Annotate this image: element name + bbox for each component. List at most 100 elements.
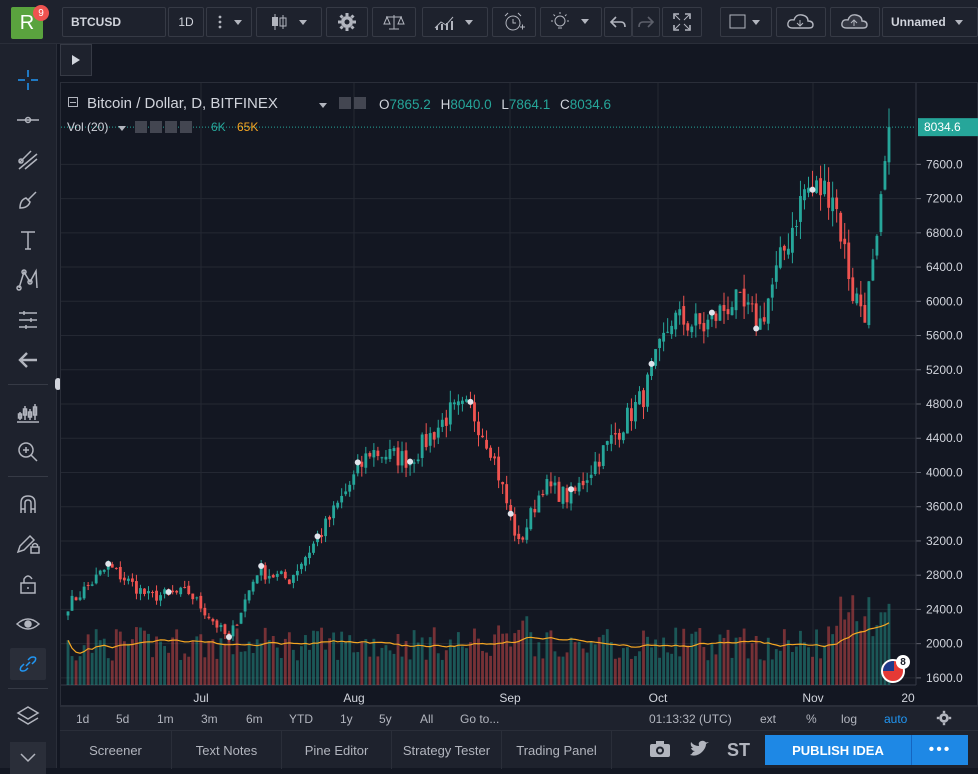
layout-select-icon[interactable] [720, 7, 772, 37]
interval-button[interactable]: 1D [168, 7, 204, 37]
candle-body [782, 245, 786, 251]
chart-settings-gear-icon[interactable] [936, 710, 952, 729]
symbol-legend-title[interactable]: Bitcoin / Dollar, D, BITFINEX [87, 95, 278, 112]
object-tree-icon[interactable] [10, 396, 46, 428]
lock-drawing-pencil-icon[interactable] [10, 528, 46, 560]
layout-name-button[interactable]: Unnamed [882, 7, 978, 37]
zoom-in-icon[interactable] [10, 436, 46, 468]
text-tool-icon[interactable] [10, 224, 46, 256]
candle-body [561, 486, 565, 504]
tab-pine-editor[interactable]: Pine Editor [282, 731, 392, 769]
link-icon[interactable] [10, 648, 46, 680]
candle-body [114, 567, 118, 569]
economic-events-icon[interactable] [881, 659, 905, 683]
volume-bar [380, 647, 384, 685]
volume-bar [601, 634, 605, 685]
volume-bar [670, 653, 674, 685]
range-5y[interactable]: 5y [379, 712, 392, 726]
percent-scale-toggle[interactable]: % [806, 712, 817, 726]
candles-icon[interactable] [256, 7, 322, 37]
lock-icon[interactable] [10, 568, 46, 600]
notification-badge[interactable]: 9 [33, 5, 49, 21]
range-ytd[interactable]: YTD [289, 712, 313, 726]
chart-pane[interactable]: 7600.0 7200.0 6800.0 6400.0 6000.0 5600.0 5200… [60, 82, 978, 706]
price-chart[interactable]: 7600.0 7200.0 6800.0 6400.0 6000.0 5600.0 5200… [61, 83, 978, 707]
fullscreen-icon[interactable] [662, 7, 702, 37]
toolbar-divider [8, 476, 48, 477]
volume-bar [758, 659, 762, 685]
candle-body [621, 432, 625, 441]
trend-line-icon[interactable] [10, 104, 46, 136]
redo-icon[interactable] [632, 7, 660, 37]
range-3m[interactable]: 3m [201, 712, 218, 726]
magnet-icon[interactable] [10, 488, 46, 520]
collapse-handle-icon[interactable] [55, 378, 61, 390]
back-arrow-icon[interactable] [10, 344, 46, 376]
log-scale-toggle[interactable]: log [841, 712, 858, 726]
symbol-search-input[interactable]: BTCUSD [62, 7, 166, 37]
candle-body [859, 294, 863, 307]
candle-body [90, 584, 94, 586]
volume-bar [537, 642, 541, 685]
range-5d[interactable]: 5d [116, 712, 130, 726]
cloud-save-icon[interactable] [830, 7, 880, 37]
volume-bar [485, 652, 488, 685]
volume-legend-title[interactable]: Vol (20) [67, 120, 109, 134]
interval-dropdown-icon[interactable] [206, 7, 252, 37]
range-6m[interactable]: 6m [246, 712, 263, 726]
volume-bar [135, 627, 138, 685]
volume-legend-icons[interactable] [135, 121, 205, 133]
candle-body [517, 533, 521, 540]
candle-body [300, 563, 303, 570]
twitter-icon[interactable] [688, 739, 712, 764]
collapse-legend-icon[interactable] [68, 97, 78, 107]
camera-icon[interactable] [648, 739, 672, 764]
brush-icon[interactable] [10, 184, 46, 216]
auto-scale-toggle[interactable]: auto [884, 712, 908, 726]
stocktwits-label[interactable]: ST [727, 740, 751, 760]
tab-trading-panel[interactable]: Trading Panel [502, 731, 612, 769]
compare-scales-icon[interactable] [372, 7, 416, 37]
volume-bar [774, 649, 778, 685]
legend-visibility-icons[interactable] [339, 97, 369, 109]
range-1d[interactable]: 1d [76, 712, 90, 726]
expand-widget-button[interactable] [60, 44, 92, 76]
tab-text-notes[interactable]: Text Notes [172, 731, 282, 769]
volume-bar [251, 652, 255, 685]
candle-body [243, 599, 247, 612]
extended-hours-toggle[interactable]: ext [760, 712, 777, 726]
volume-bar [786, 640, 790, 685]
settings-gear-icon[interactable] [326, 7, 368, 37]
range-all[interactable]: All [420, 712, 434, 726]
pattern-icon[interactable] [10, 264, 46, 296]
volume-chevron-down-icon[interactable] [118, 126, 126, 131]
goto-date-button[interactable]: Go to... [460, 712, 500, 726]
volume-bar [803, 642, 806, 685]
price-tick-label: 7200.0 [926, 192, 963, 206]
measure-icon[interactable] [10, 304, 46, 336]
legend-chevron-down-icon[interactable] [319, 103, 327, 108]
range-1m[interactable]: 1m [157, 712, 174, 726]
tab-strategy-tester[interactable]: Strategy Tester [392, 731, 502, 769]
volume-bar [304, 635, 307, 685]
tab-screener[interactable]: Screener [60, 731, 172, 769]
pitchfork-icon[interactable] [10, 144, 46, 176]
eye-icon[interactable] [10, 608, 46, 640]
volume-bar [790, 652, 794, 685]
collapse-toolbar-icon[interactable] [10, 742, 46, 774]
volume-bar [795, 646, 798, 685]
volume-bar [316, 631, 319, 685]
range-1y[interactable]: 1y [340, 712, 353, 726]
indicators-icon[interactable] [422, 7, 488, 37]
publish-idea-button[interactable]: PUBLISH IDEA [765, 735, 911, 765]
crosshair-icon[interactable] [10, 64, 46, 96]
cloud-load-icon[interactable] [776, 7, 826, 37]
undo-icon[interactable] [604, 7, 632, 37]
replay-bulb-icon[interactable] [540, 7, 602, 37]
utc-clock[interactable]: 01:13:32 (UTC) [649, 712, 732, 726]
alert-clock-icon[interactable] [492, 7, 536, 37]
candle-body [74, 597, 78, 601]
more-options-button[interactable]: ••• [911, 735, 968, 765]
volume-bar [332, 632, 336, 685]
layers-icon[interactable] [10, 700, 46, 732]
